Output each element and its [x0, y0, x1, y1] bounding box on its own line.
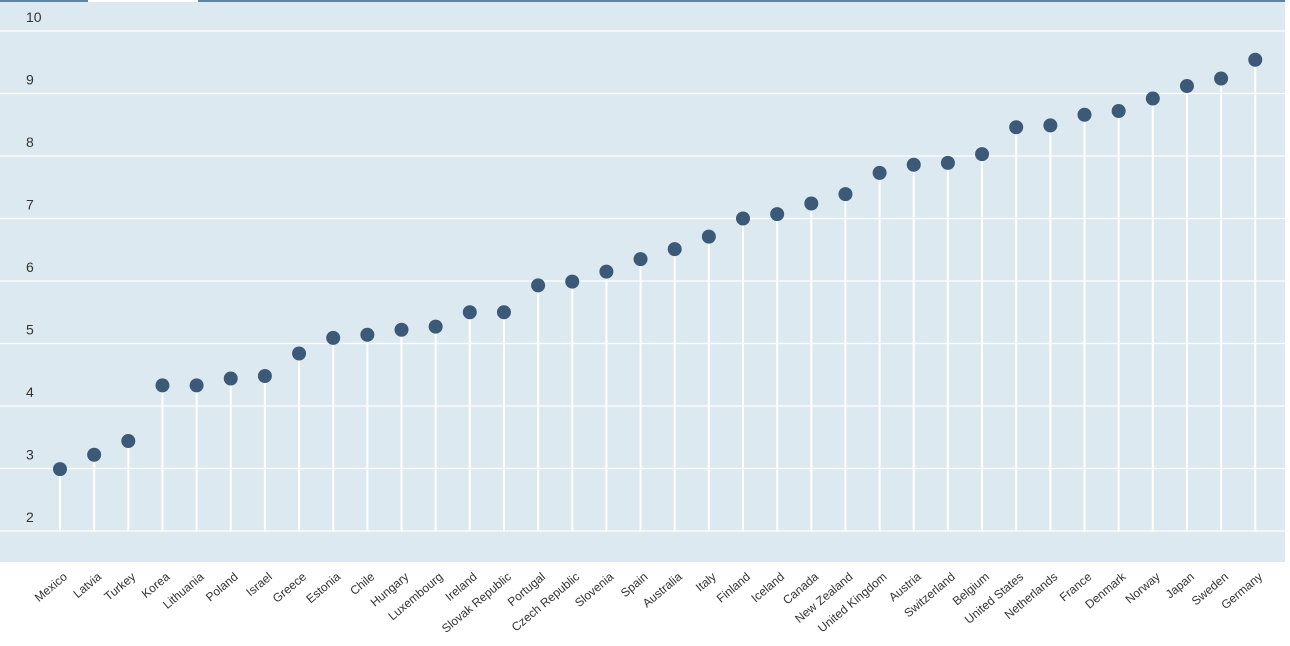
stems — [59, 59, 1257, 532]
point-turkey — [121, 434, 136, 448]
point-czech-republic — [565, 274, 580, 289]
y-tick-label-2: 2 — [26, 509, 34, 525]
gridlines — [0, 30, 1285, 532]
point-finland — [736, 211, 750, 226]
point-netherlands — [1043, 118, 1058, 133]
x-tick-label-australia: Australia — [640, 569, 685, 610]
y-tick-label-10: 10 — [26, 9, 42, 25]
point-canada — [804, 196, 819, 211]
point-germany — [1248, 52, 1263, 67]
point-greece — [292, 346, 307, 361]
point-hungary — [394, 322, 409, 337]
point-korea — [155, 378, 170, 393]
x-tick-label-finland: Finland — [714, 570, 753, 606]
x-tick-label-mexico: Mexico — [32, 569, 70, 604]
point-united-states — [1009, 120, 1024, 135]
point-austria — [906, 157, 921, 172]
plot-background — [0, 2, 1285, 562]
y-tick-label-7: 7 — [26, 197, 34, 213]
point-israel — [257, 369, 272, 383]
point-mexico — [53, 462, 67, 477]
y-tick-label-6: 6 — [26, 259, 34, 275]
x-tick-label-latvia: Latvia — [71, 569, 105, 601]
point-italy — [701, 229, 716, 244]
point-slovenia — [599, 264, 614, 279]
point-denmark — [1111, 104, 1126, 118]
point-france — [1077, 107, 1092, 122]
x-tick-label-slovenia: Slovenia — [572, 569, 617, 610]
point-latvia — [87, 447, 102, 462]
x-tick-label-estonia: Estonia — [303, 569, 343, 606]
point-spain — [633, 252, 648, 267]
point-chile — [360, 327, 375, 342]
point-slovak-republic — [496, 305, 511, 320]
point-japan — [1179, 79, 1194, 93]
points — [53, 52, 1263, 477]
point-switzerland — [940, 155, 955, 170]
y-tick-label-8: 8 — [26, 134, 34, 150]
point-portugal — [531, 278, 546, 293]
x-tick-label-norway: Norway — [1123, 570, 1163, 607]
point-belgium — [975, 147, 990, 162]
y-tick-label-9: 9 — [26, 72, 34, 88]
x-tick-label-iceland: Iceland — [748, 570, 787, 606]
point-norway — [1145, 91, 1160, 106]
x-tick-label-italy: Italy — [693, 570, 719, 595]
x-tick-label-turkey: Turkey — [101, 570, 138, 604]
x-tick-label-greece: Greece — [270, 569, 309, 605]
point-united-kingdom — [872, 165, 887, 180]
point-luxembourg — [428, 319, 443, 334]
y-tick-label-5: 5 — [26, 322, 34, 338]
y-tick-label-4: 4 — [26, 384, 34, 400]
y-axis-ticks: 2 3 4 5 6 7 8 9 10 — [26, 9, 42, 525]
point-sweden — [1214, 71, 1229, 86]
y-tick-label-3: 3 — [26, 447, 34, 463]
point-australia — [667, 242, 682, 257]
point-poland — [223, 371, 238, 386]
x-tick-label-poland: Poland — [203, 570, 241, 605]
point-ireland — [462, 305, 477, 320]
point-estonia — [326, 330, 341, 345]
point-new-zealand — [838, 187, 853, 202]
point-lithuania — [189, 378, 204, 393]
point-iceland — [770, 207, 785, 222]
